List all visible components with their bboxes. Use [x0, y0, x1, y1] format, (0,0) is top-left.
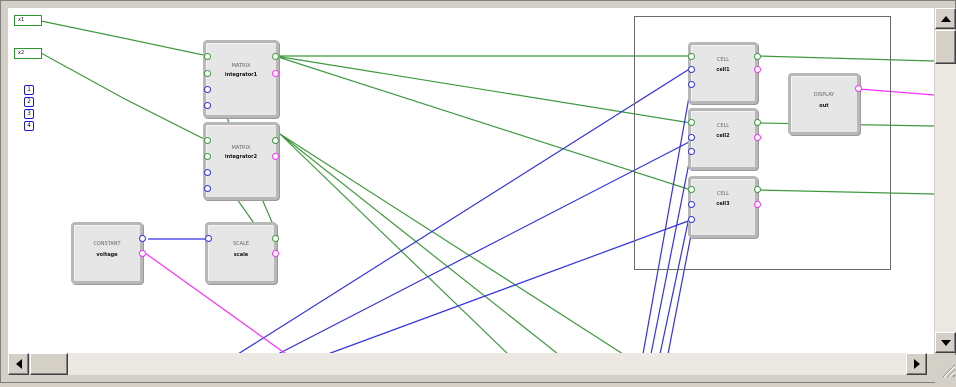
output-port[interactable]: [754, 186, 761, 193]
vertical-scroll-thumb[interactable]: [935, 30, 956, 64]
block-voltage[interactable]: CONSTANT voltage: [71, 222, 143, 284]
wire-integrator1-to-cell2: [274, 55, 692, 124]
block-type-label: CELL: [716, 123, 730, 129]
arrow-right-icon: [913, 359, 920, 369]
output-port[interactable]: [754, 53, 761, 60]
scroll-left-button[interactable]: [8, 353, 29, 375]
wire-ctrl-cell2-a: [277, 140, 692, 354]
input-port[interactable]: [204, 137, 211, 144]
scroll-right-button[interactable]: [906, 353, 927, 375]
block-type-label: MATRIX: [231, 145, 251, 151]
inport-tag-x1[interactable]: x1: [14, 15, 42, 26]
input-port[interactable]: [688, 186, 695, 193]
block-out[interactable]: DISPLAY out: [788, 73, 860, 135]
wire-x2-to-integrator2: [40, 52, 209, 142]
block-type-label: CELL: [716, 57, 730, 63]
wire-ctrl-bus-3: [659, 207, 692, 354]
scroll-up-button[interactable]: [935, 8, 956, 29]
control-port[interactable]: [204, 86, 211, 93]
event-port[interactable]: [139, 250, 146, 257]
event-port[interactable]: [754, 66, 761, 73]
block-type-label: SCALE: [232, 241, 250, 247]
wire-integrator2-down-c: [279, 133, 624, 354]
wire-ctrl-cell3-a: [327, 219, 692, 354]
scroll-down-button[interactable]: [935, 332, 956, 353]
control-port[interactable]: [204, 169, 211, 176]
block-type-label: CELL: [716, 191, 730, 197]
event-port[interactable]: [754, 134, 761, 141]
event-port[interactable]: [754, 201, 761, 208]
wire-cell1-out: [757, 55, 934, 62]
input-port[interactable]: [204, 153, 211, 160]
block-cell2[interactable]: CELL cell2: [688, 108, 758, 170]
control-port[interactable]: [688, 66, 695, 73]
subsystem-group-frame[interactable]: [634, 16, 891, 270]
block-cell3[interactable]: CELL cell3: [688, 176, 758, 238]
event-port[interactable]: [855, 85, 862, 92]
input-port[interactable]: [204, 53, 211, 60]
block-name-label: voltage: [96, 252, 118, 258]
block-type-label: DISPLAY: [813, 92, 835, 98]
block-integrator1[interactable]: MATRIX integrator1: [203, 40, 279, 118]
wire-cell3-out: [757, 189, 934, 195]
diagram-canvas[interactable]: x1 x2 1 2 3 4 MATRIX integrator1 MATRIX …: [8, 8, 934, 354]
output-port[interactable]: [272, 235, 279, 242]
input-port[interactable]: [688, 119, 695, 126]
wire-ctrl-bus-1: [642, 85, 692, 354]
block-integrator2[interactable]: MATRIX integrator2: [203, 122, 279, 200]
resize-grip[interactable]: [935, 355, 956, 383]
block-cell1[interactable]: CELL cell1: [688, 42, 758, 104]
horizontal-scroll-track[interactable]: [30, 353, 906, 375]
control-port[interactable]: [204, 185, 211, 192]
wire-voltage-event: [144, 252, 287, 354]
vertical-scroll-track[interactable]: [935, 30, 956, 332]
event-port[interactable]: [272, 70, 279, 77]
wire-ctrl-bus-4: [667, 234, 692, 354]
control-port[interactable]: [688, 201, 695, 208]
resize-grip-icon: [942, 364, 956, 378]
block-name-label: integrator1: [224, 72, 258, 78]
arrow-up-icon: [940, 15, 951, 22]
input-port[interactable]: [204, 70, 211, 77]
block-name-label: integrator2: [224, 154, 258, 160]
input-port[interactable]: [688, 53, 695, 60]
event-port[interactable]: [272, 250, 279, 257]
control-port[interactable]: [688, 216, 695, 223]
arrow-left-icon: [15, 359, 22, 369]
output-port[interactable]: [272, 53, 279, 60]
wire-integrator2-down-a: [279, 133, 509, 354]
output-port[interactable]: [272, 137, 279, 144]
block-name-label: scale: [233, 252, 249, 258]
wire-integrator1-to-cell3: [274, 55, 692, 191]
panel-button-4[interactable]: 4: [24, 121, 34, 131]
horizontal-scroll-thumb[interactable]: [30, 353, 68, 375]
wire-ctrl-cell1-a: [237, 67, 692, 354]
panel-button-2[interactable]: 2: [24, 97, 34, 107]
panel-button-3[interactable]: 3: [24, 109, 34, 119]
wire-integrator2-down-b: [279, 133, 559, 354]
wire-display-event: [858, 88, 934, 96]
control-port[interactable]: [688, 81, 695, 88]
block-type-label: MATRIX: [231, 63, 251, 69]
block-name-label: cell2: [716, 133, 730, 139]
arrow-down-icon: [940, 339, 951, 346]
output-port[interactable]: [754, 119, 761, 126]
block-name-label: cell3: [716, 201, 730, 207]
wire-ctrl-bus-2: [650, 152, 692, 354]
control-port[interactable]: [688, 148, 695, 155]
block-name-label: out: [819, 103, 829, 109]
block-name-label: cell1: [716, 67, 730, 73]
block-type-label: CONSTANT: [93, 241, 121, 247]
control-port[interactable]: [688, 134, 695, 141]
inport-tag-x2[interactable]: x2: [14, 48, 42, 59]
control-port[interactable]: [204, 102, 211, 109]
event-port[interactable]: [272, 153, 279, 160]
block-scale[interactable]: SCALE scale: [205, 222, 277, 284]
wire-x1-to-integrator1: [40, 20, 209, 57]
panel-button-1[interactable]: 1: [24, 85, 34, 95]
control-port[interactable]: [205, 235, 212, 242]
control-port[interactable]: [139, 235, 146, 242]
